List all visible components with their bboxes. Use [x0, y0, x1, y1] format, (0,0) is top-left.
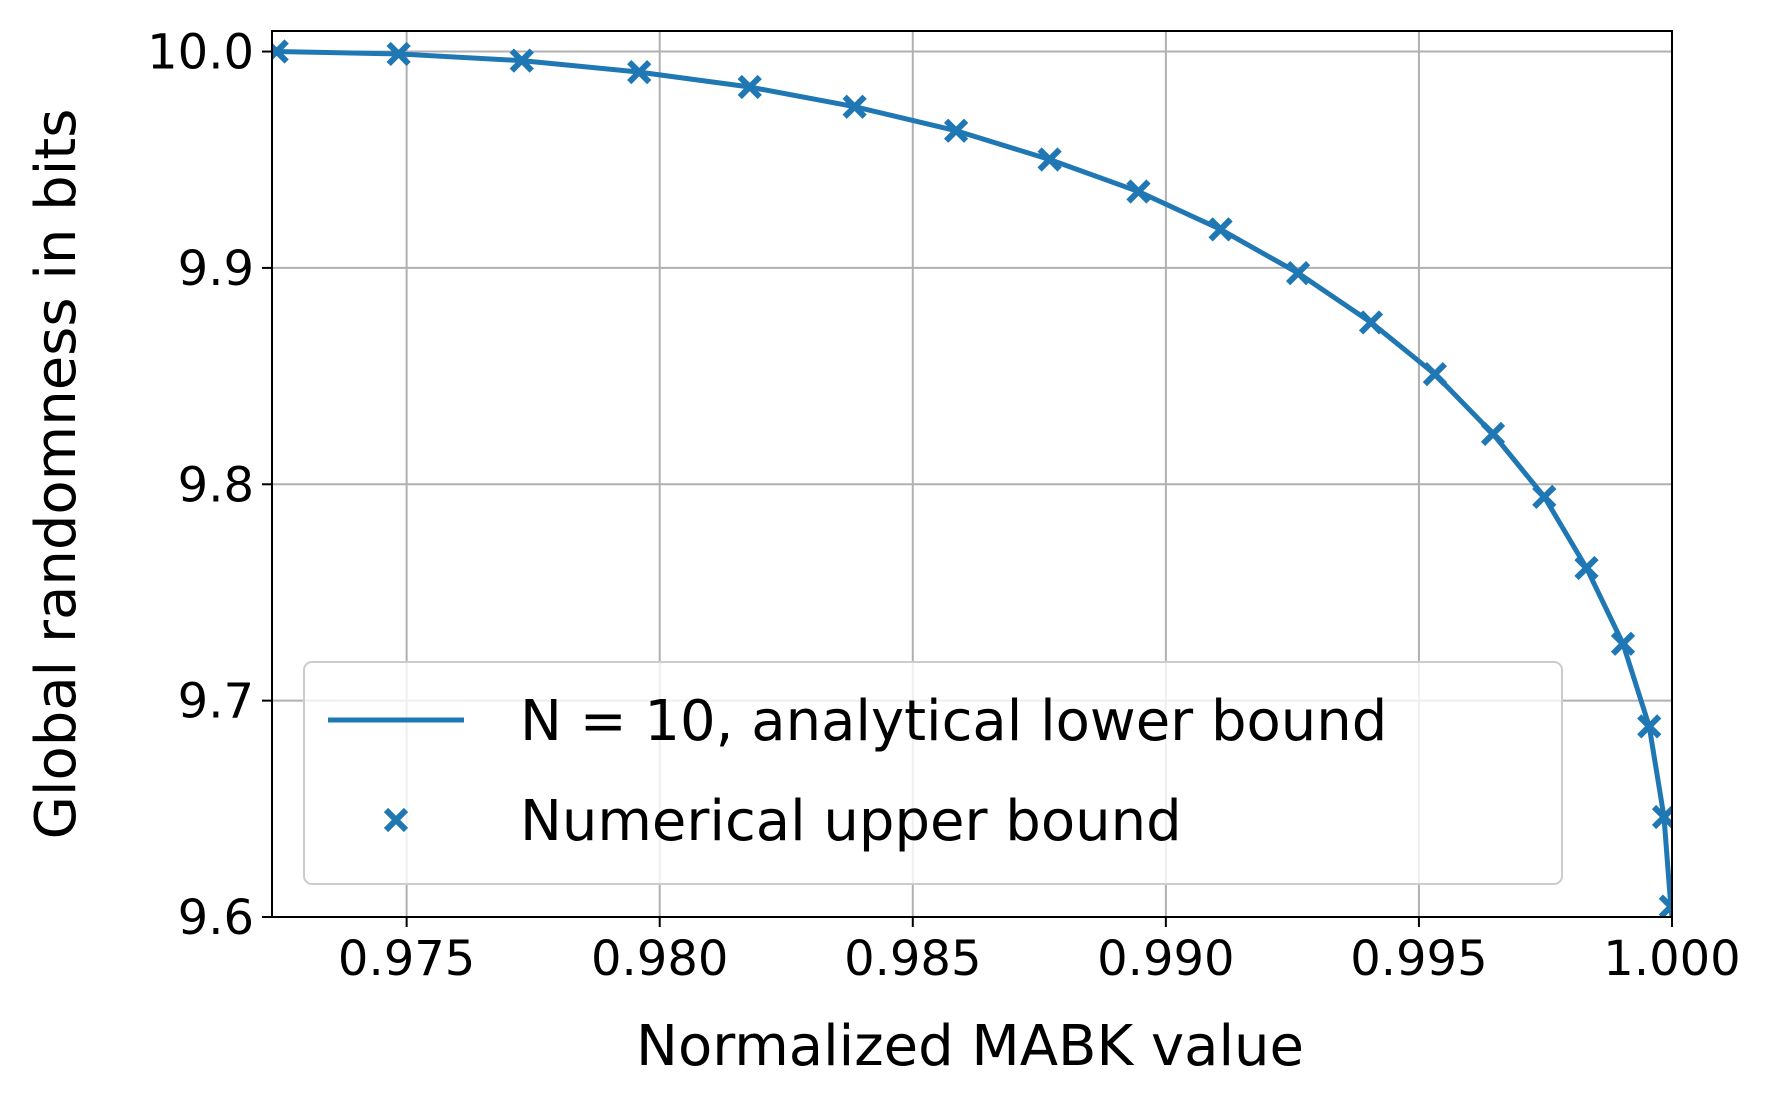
marker	[1610, 631, 1636, 656]
axes-frame	[271, 30, 1673, 918]
legend-label: N = 10, analytical lower bound	[520, 689, 1387, 754]
marker	[1037, 147, 1062, 172]
marker	[1658, 894, 1672, 917]
marker	[272, 39, 289, 64]
marker	[509, 48, 534, 73]
marker	[1532, 484, 1557, 509]
x-tick-label: 0.980	[591, 931, 728, 987]
x-tick-label: 0.975	[338, 931, 475, 987]
marker	[842, 94, 867, 119]
y-axis-label: Global randomness in bits	[24, 109, 89, 840]
plot-area	[272, 39, 1672, 917]
x-axis-label: Normalized MABK value	[636, 1014, 1304, 1079]
marker	[1126, 179, 1151, 204]
marker	[1208, 217, 1233, 242]
marker	[1422, 362, 1447, 387]
y-tick-label: 9.8	[178, 457, 254, 513]
legend-marker	[383, 807, 409, 833]
marker	[627, 59, 652, 85]
marker	[1358, 310, 1384, 335]
marker	[943, 118, 969, 143]
legend-label: Numerical upper bound	[520, 789, 1182, 854]
legend-box	[303, 661, 1563, 885]
y-tick-label: 10.0	[147, 25, 254, 81]
marker	[1480, 421, 1506, 446]
marker	[737, 74, 762, 100]
x-tick-label: 0.990	[1097, 931, 1234, 987]
y-tick-label: 9.9	[178, 241, 254, 297]
x-tick-label: 0.995	[1350, 931, 1487, 987]
marker	[1574, 555, 1599, 581]
marker	[1651, 804, 1672, 830]
y-tick-label: 9.6	[178, 890, 254, 946]
marker	[1637, 714, 1662, 739]
x-tick-label: 1.000	[1603, 931, 1740, 987]
marker	[1285, 260, 1311, 286]
marker	[386, 41, 411, 67]
y-tick-label: 9.7	[178, 674, 254, 730]
x-tick-label: 0.985	[844, 931, 981, 987]
